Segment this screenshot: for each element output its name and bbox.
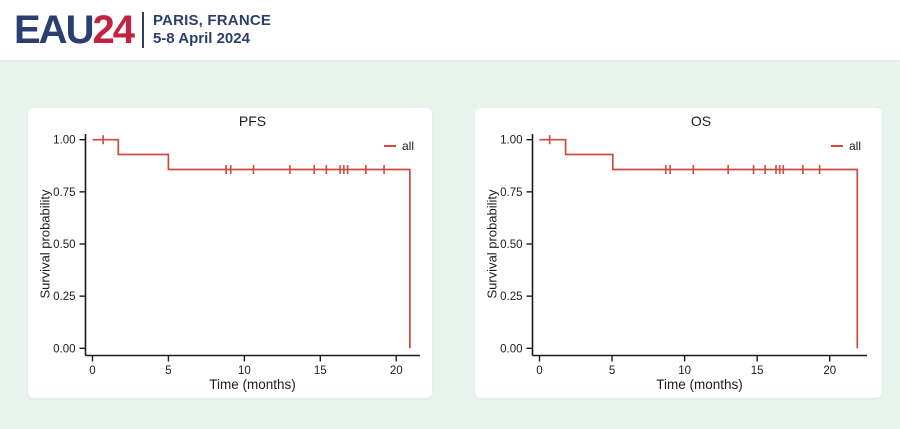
svg-text:10: 10 — [678, 365, 691, 377]
svg-text:0.50: 0.50 — [500, 239, 522, 251]
event-dates: 5-8 April 2024 — [152, 30, 250, 47]
km-curve-svg: 0.00 0.25 0.50 0.75 1.00 0 5 10 15 20 all — [500, 134, 867, 377]
svg-text:20: 20 — [823, 365, 836, 377]
logo-text-eau: EAU — [14, 8, 94, 52]
svg-text:0.00: 0.00 — [53, 343, 75, 355]
os-chart-panel: OS Survival probability Time (months) 0.… — [475, 108, 882, 398]
svg-text:0.25: 0.25 — [500, 291, 522, 303]
svg-text:5: 5 — [609, 365, 615, 377]
svg-text:15: 15 — [314, 365, 327, 377]
svg-text:0.75: 0.75 — [500, 187, 522, 199]
svg-text:20: 20 — [390, 365, 403, 377]
svg-text:1.00: 1.00 — [500, 135, 522, 147]
svg-text:all: all — [402, 139, 414, 153]
svg-text:0.50: 0.50 — [53, 239, 75, 251]
svg-text:all: all — [849, 139, 861, 153]
os-chart-title: OS — [690, 113, 712, 129]
eau24-logo: EAU 24 — [14, 8, 135, 52]
svg-text:0: 0 — [536, 365, 542, 377]
logo-text-24: 24 — [92, 8, 134, 52]
svg-text:0: 0 — [89, 365, 95, 377]
svg-text:0.00: 0.00 — [500, 343, 522, 355]
header-bar: EAU 24 PARIS, FRANCE 5-8 April 2024 — [0, 0, 900, 60]
os-x-axis-label: Time (months) — [656, 377, 743, 392]
logo-divider — [141, 12, 144, 48]
pfs-chart-panel: PFS Survival probability Time (months) 0… — [28, 108, 432, 398]
svg-text:1.00: 1.00 — [53, 135, 75, 147]
svg-text:0.25: 0.25 — [53, 291, 75, 303]
svg-text:5: 5 — [165, 365, 171, 377]
pfs-chart-title: PFS — [238, 113, 267, 129]
event-meta: PARIS, FRANCE 5-8 April 2024 — [153, 12, 271, 49]
event-location: PARIS, FRANCE — [152, 11, 272, 29]
os-km-plot: 0.00 0.25 0.50 0.75 1.00 0 5 10 15 20 all — [475, 108, 882, 398]
svg-text:15: 15 — [751, 365, 764, 377]
km-curve-svg: 0.00 0.25 0.50 0.75 1.00 0 5 10 15 20 all — [53, 134, 420, 377]
pfs-x-axis-label: Time (months) — [209, 377, 296, 392]
svg-text:10: 10 — [238, 365, 251, 377]
pfs-km-plot: 0.00 0.25 0.50 0.75 1.00 0 5 10 15 20 all — [28, 108, 432, 398]
svg-text:0.75: 0.75 — [53, 187, 75, 199]
